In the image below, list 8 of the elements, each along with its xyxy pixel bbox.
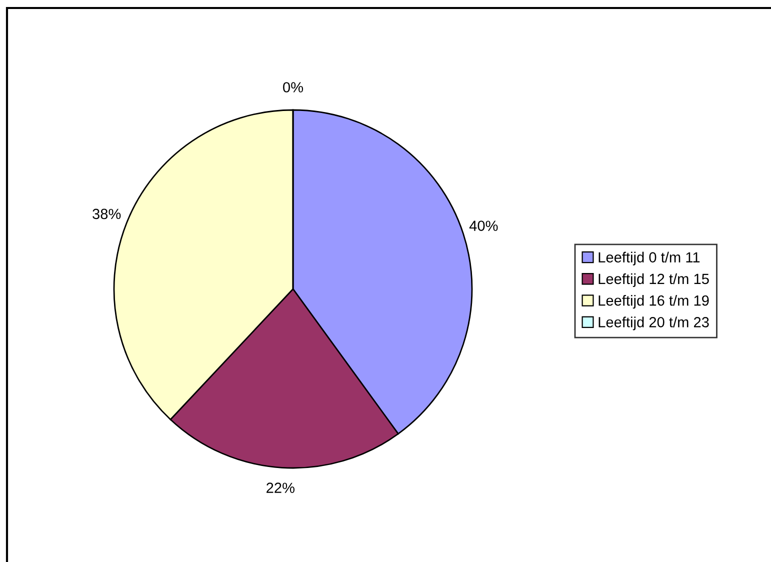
- legend-label: Leeftijd 20 t/m 23: [598, 316, 709, 330]
- data-label: 40%: [469, 220, 498, 231]
- data-label: 38%: [92, 208, 121, 220]
- legend-label: Leeftijd 16 t/m 19: [598, 295, 709, 309]
- text: 0%: [283, 82, 304, 92]
- legend-label: Leeftijd 12 t/m 15: [598, 273, 709, 287]
- legend-label: Leeftijd 0 t/m 11: [598, 252, 700, 266]
- data-label: 22%: [266, 482, 294, 493]
